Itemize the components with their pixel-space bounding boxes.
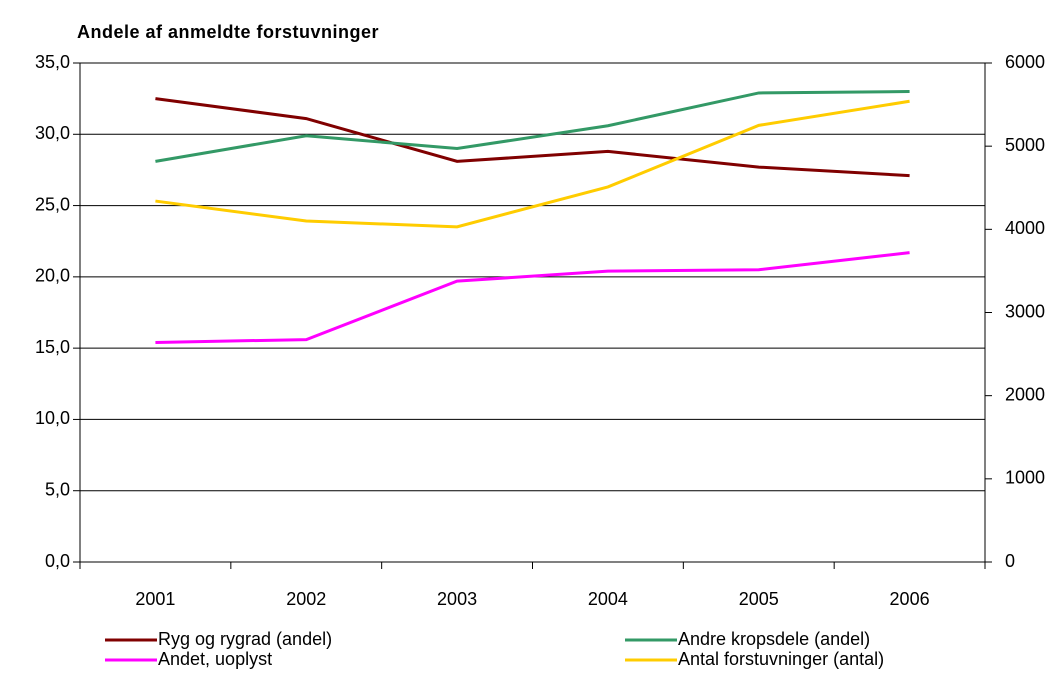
series-line <box>155 99 910 229</box>
x-tick-label: 2004 <box>588 589 628 609</box>
series-line <box>155 251 910 344</box>
x-tick-label: 2005 <box>739 589 779 609</box>
x-tick-label: 2002 <box>286 589 326 609</box>
x-tick-label: 2003 <box>437 589 477 609</box>
y2-tick-label: 5000 <box>1005 135 1045 155</box>
series-line <box>155 90 910 163</box>
y-tick-label: 5,0 <box>45 479 70 499</box>
x-tick-label: 2001 <box>135 589 175 609</box>
y-tick-label: 30,0 <box>35 123 70 143</box>
chart-title: Andele af anmeldte forstuvninger <box>77 22 379 42</box>
legend-label: Ryg og rygrad (andel) <box>158 629 332 649</box>
y-tick-label: 15,0 <box>35 337 70 357</box>
y-tick-label: 20,0 <box>35 266 70 286</box>
y-tick-label: 10,0 <box>35 408 70 428</box>
y2-tick-label: 0 <box>1005 551 1015 571</box>
y-tick-label: 35,0 <box>35 52 70 72</box>
y2-tick-label: 3000 <box>1005 301 1045 321</box>
y2-tick-label: 4000 <box>1005 218 1045 238</box>
legend-label: Andet, uoplyst <box>158 649 272 669</box>
y-tick-label: 0,0 <box>45 551 70 571</box>
y2-tick-label: 2000 <box>1005 384 1045 404</box>
y-tick-label: 25,0 <box>35 194 70 214</box>
y2-tick-label: 6000 <box>1005 52 1045 72</box>
x-tick-label: 2006 <box>890 589 930 609</box>
legend-label: Andre kropsdele (andel) <box>678 629 870 649</box>
y2-tick-label: 1000 <box>1005 468 1045 488</box>
series-line <box>155 97 910 178</box>
legend-label: Antal forstuvninger (antal) <box>678 649 884 669</box>
